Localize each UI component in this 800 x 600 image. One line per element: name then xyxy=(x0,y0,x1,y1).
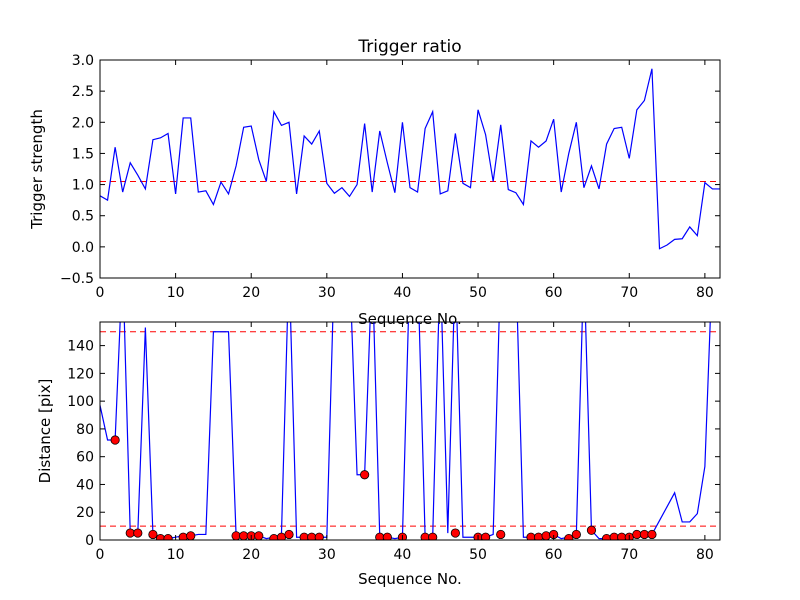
distance-x-tick-label: 80 xyxy=(696,547,714,563)
distance-x-tick-label: 60 xyxy=(545,547,563,563)
trigger-ratio-y-tick-label: 1.5 xyxy=(72,146,94,162)
distance-panel: 0 10 20 30 40 50 60 70 80 0 20 40 60 80 100 120 140 Seq… xyxy=(36,321,721,588)
distance-y-tick-label: 100 xyxy=(67,394,94,410)
distance-x-tick-label: 70 xyxy=(620,547,638,563)
distance-marker-point xyxy=(110,435,120,445)
trigger-ratio-x-ticks: 0 10 20 30 40 50 60 70 80 xyxy=(96,60,714,301)
trigger-ratio-x-tick-label: 30 xyxy=(318,285,336,301)
distance-y-axis-label: Distance [pix] xyxy=(36,379,54,484)
distance-marker-point xyxy=(564,534,574,540)
distance-marker-point xyxy=(586,525,597,535)
distance-marker-point xyxy=(382,532,392,540)
distance-marker-point xyxy=(155,534,166,540)
distance-marker-point xyxy=(481,532,491,540)
distance-marker-point xyxy=(269,534,279,540)
distance-y-tick-label: 120 xyxy=(67,366,94,382)
distance-x-tick-label: 20 xyxy=(242,547,260,563)
trigger-ratio-x-axis-label: Sequence No. xyxy=(358,310,462,328)
distance-y-tick-label: 0 xyxy=(85,533,94,549)
distance-marker-point xyxy=(163,534,173,540)
trigger-ratio-x-tick-label: 40 xyxy=(394,285,412,301)
trigger-ratio-series-group xyxy=(100,68,720,250)
chart-title: Trigger ratio xyxy=(357,37,461,57)
distance-marker-point xyxy=(148,529,158,540)
distance-axes-frame xyxy=(99,321,721,541)
distance-marker-point xyxy=(254,531,264,540)
distance-y-tick-label: 20 xyxy=(76,505,94,521)
distance-marker-point xyxy=(639,529,649,540)
distance-marker-point xyxy=(360,470,370,480)
distance-marker-point xyxy=(239,531,249,540)
distance-marker-point xyxy=(133,528,143,538)
distance-marker-point xyxy=(428,532,438,540)
trigger-ratio-panel: Trigger ratio 0 10 20 30 40 50 60 70 80 −0.50.00… xyxy=(28,37,721,328)
trigger-ratio-x-tick-label: 50 xyxy=(469,285,487,301)
trigger-ratio-x-tick-label: 60 xyxy=(545,285,563,301)
trigger-ratio-y-tick-label: 2.5 xyxy=(72,84,94,100)
trigger-ratio-axes-frame xyxy=(99,59,721,279)
distance-x-tick-label: 50 xyxy=(469,547,487,563)
distance-series-line xyxy=(100,322,711,540)
trigger-ratio-x-tick-label: 80 xyxy=(696,285,714,301)
distance-x-tick-label: 30 xyxy=(318,547,336,563)
trigger-ratio-y-ticks: −0.5 0.0 0.5 1.0 1.5 2.0 2.5 3.0 xyxy=(60,53,720,287)
distance-marker-point xyxy=(496,529,506,540)
distance-marker-point xyxy=(186,531,196,540)
trigger-ratio-x-tick-label: 70 xyxy=(620,285,638,301)
distance-x-tick-label: 10 xyxy=(167,547,185,563)
trigger-ratio-y-tick-label: 0.5 xyxy=(72,209,94,225)
trigger-ratio-plot-area xyxy=(100,68,720,250)
distance-x-ticks: 0 10 20 30 40 50 60 70 80 xyxy=(96,322,714,563)
distance-marker-point xyxy=(632,529,642,540)
distance-marker-point xyxy=(314,532,324,540)
distance-series-group xyxy=(100,322,720,540)
distance-y-tick-label: 40 xyxy=(76,477,94,493)
distance-y-tick-label: 60 xyxy=(76,450,94,466)
distance-x-tick-label: 0 xyxy=(96,547,105,563)
distance-x-tick-label: 40 xyxy=(394,547,412,563)
trigger-ratio-x-tick-label: 0 xyxy=(96,285,105,301)
distance-marker-point xyxy=(231,531,241,540)
distance-marker-point xyxy=(450,528,460,538)
distance-marker-point xyxy=(601,534,612,540)
distance-plot-area xyxy=(100,322,720,540)
distance-marker-point xyxy=(541,531,551,540)
trigger-ratio-y-axis-label: Trigger strength xyxy=(28,109,46,230)
distance-marker-point xyxy=(125,528,135,538)
distance-y-ticks: 0 20 40 60 80 100 120 140 xyxy=(67,339,720,549)
trigger-ratio-series-line xyxy=(100,68,720,250)
distance-marker-point xyxy=(571,529,581,540)
trigger-ratio-x-tick-label: 20 xyxy=(242,285,260,301)
distance-marker-point xyxy=(647,529,657,540)
trigger-ratio-y-tick-label: 1.0 xyxy=(72,178,94,194)
trigger-ratio-y-tick-label: 2.0 xyxy=(72,115,94,131)
trigger-ratio-x-tick-label: 10 xyxy=(167,285,185,301)
distance-x-axis-label: Sequence No. xyxy=(358,570,462,588)
trigger-ratio-y-tick-label: 0.0 xyxy=(72,240,94,256)
distance-y-tick-label: 80 xyxy=(76,422,94,438)
trigger-ratio-y-tick-label: 3.0 xyxy=(72,53,94,69)
trigger-ratio-y-tick-label: −0.5 xyxy=(60,271,94,287)
distance-y-tick-label: 140 xyxy=(67,339,94,355)
distance-marker-point xyxy=(284,529,294,540)
